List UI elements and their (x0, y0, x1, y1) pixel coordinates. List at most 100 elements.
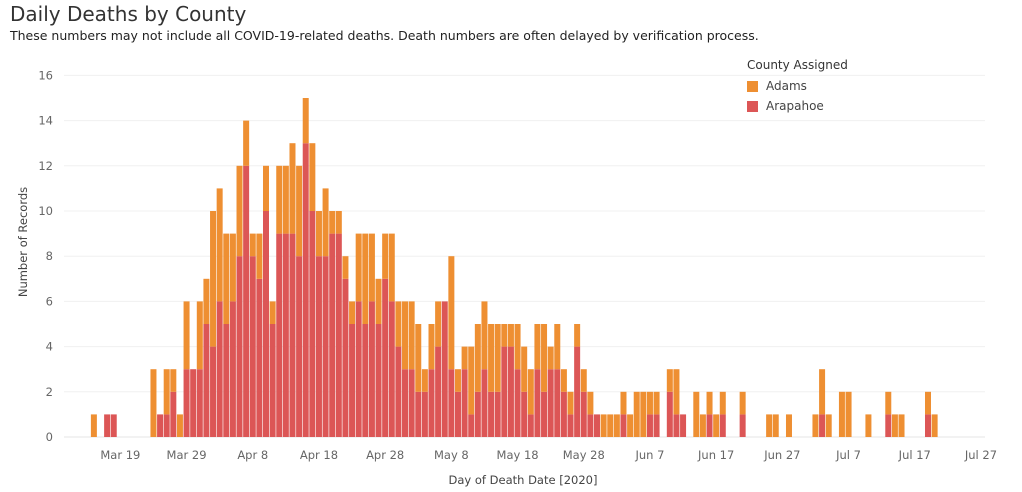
bar-arapahoe[interactable] (296, 256, 303, 437)
bar-adams[interactable] (713, 414, 720, 437)
bar-arapahoe[interactable] (501, 346, 508, 437)
bar-arapahoe[interactable] (680, 414, 687, 437)
bar-adams[interactable] (673, 369, 680, 415)
bar-adams[interactable] (898, 414, 905, 437)
bar-arapahoe[interactable] (104, 414, 111, 437)
bar-arapahoe[interactable] (170, 391, 177, 437)
bar-arapahoe[interactable] (494, 391, 501, 437)
bar-arapahoe[interactable] (375, 324, 382, 437)
bar-adams[interactable] (541, 324, 548, 392)
bar-arapahoe[interactable] (349, 324, 356, 437)
bar-adams[interactable] (229, 233, 236, 302)
bar-adams[interactable] (163, 369, 170, 415)
bar-adams[interactable] (739, 391, 746, 415)
bar-arapahoe[interactable] (885, 414, 892, 437)
bar-adams[interactable] (607, 414, 614, 437)
legend-item-adams[interactable]: Adams (747, 76, 848, 96)
bar-adams[interactable] (825, 414, 832, 437)
bar-arapahoe[interactable] (666, 391, 673, 437)
bar-adams[interactable] (488, 324, 495, 392)
bar-adams[interactable] (176, 414, 183, 437)
bar-adams[interactable] (395, 301, 402, 347)
bar-adams[interactable] (329, 211, 336, 234)
bar-adams[interactable] (335, 211, 342, 234)
bar-arapahoe[interactable] (395, 346, 402, 437)
bar-adams[interactable] (263, 165, 269, 211)
bar-adams[interactable] (554, 324, 561, 370)
bar-adams[interactable] (838, 391, 845, 437)
bar-arapahoe[interactable] (302, 143, 309, 437)
bar-arapahoe[interactable] (554, 369, 561, 437)
bar-arapahoe[interactable] (448, 369, 455, 437)
bar-arapahoe[interactable] (646, 414, 653, 437)
bar-adams[interactable] (196, 301, 203, 370)
bar-arapahoe[interactable] (223, 324, 230, 437)
bar-adams[interactable] (322, 188, 329, 257)
bar-adams[interactable] (223, 233, 230, 324)
bar-adams[interactable] (474, 324, 481, 392)
bar-arapahoe[interactable] (216, 301, 223, 437)
bar-adams[interactable] (719, 391, 726, 415)
bar-arapahoe[interactable] (415, 391, 422, 437)
bar-adams[interactable] (580, 369, 587, 392)
bar-arapahoe[interactable] (514, 369, 521, 437)
bar-adams[interactable] (885, 391, 892, 415)
bar-adams[interactable] (388, 233, 395, 302)
bar-adams[interactable] (574, 324, 581, 347)
bar-adams[interactable] (428, 324, 435, 370)
bar-adams[interactable] (925, 391, 931, 415)
bar-arapahoe[interactable] (157, 414, 164, 437)
bar-arapahoe[interactable] (249, 256, 256, 437)
bar-adams[interactable] (706, 391, 713, 415)
bar-adams[interactable] (627, 414, 634, 437)
bar-arapahoe[interactable] (521, 391, 528, 437)
bar-arapahoe[interactable] (474, 391, 481, 437)
bar-arapahoe[interactable] (620, 414, 627, 437)
bar-adams[interactable] (276, 165, 283, 234)
bar-adams[interactable] (315, 211, 322, 257)
bar-arapahoe[interactable] (527, 414, 534, 437)
bar-adams[interactable] (203, 278, 210, 324)
bar-arapahoe[interactable] (580, 391, 587, 437)
bar-adams[interactable] (256, 233, 263, 279)
bar-adams[interactable] (865, 414, 872, 437)
bar-arapahoe[interactable] (441, 301, 448, 437)
bar-arapahoe[interactable] (196, 369, 203, 437)
bar-adams[interactable] (845, 391, 852, 437)
bar-adams[interactable] (375, 278, 382, 324)
bar-arapahoe[interactable] (342, 278, 349, 437)
bar-adams[interactable] (302, 98, 309, 144)
bar-adams[interactable] (349, 301, 356, 324)
bar-arapahoe[interactable] (567, 414, 574, 437)
bar-arapahoe[interactable] (309, 211, 316, 437)
bar-arapahoe[interactable] (203, 324, 210, 437)
bar-arapahoe[interactable] (719, 414, 726, 437)
bar-adams[interactable] (819, 369, 826, 415)
bar-arapahoe[interactable] (256, 278, 263, 437)
bar-adams[interactable] (534, 324, 541, 370)
bar-adams[interactable] (633, 391, 640, 437)
bar-adams[interactable] (891, 414, 898, 437)
bar-arapahoe[interactable] (229, 301, 236, 437)
bar-adams[interactable] (501, 324, 508, 347)
bar-adams[interactable] (494, 324, 501, 392)
bar-adams[interactable] (170, 369, 177, 392)
bar-adams[interactable] (766, 414, 773, 437)
bar-arapahoe[interactable] (382, 278, 389, 437)
bar-arapahoe[interactable] (236, 256, 243, 437)
bar-adams[interactable] (216, 188, 223, 302)
bar-adams[interactable] (567, 391, 574, 415)
bar-arapahoe[interactable] (481, 369, 488, 437)
bar-arapahoe[interactable] (183, 369, 190, 437)
bar-arapahoe[interactable] (819, 414, 826, 437)
bar-adams[interactable] (507, 324, 514, 347)
bar-arapahoe[interactable] (706, 414, 713, 437)
bar-adams[interactable] (183, 301, 190, 370)
bar-arapahoe[interactable] (210, 346, 217, 437)
bar-adams[interactable] (362, 233, 369, 324)
bar-arapahoe[interactable] (269, 324, 276, 437)
bar-adams[interactable] (600, 414, 607, 437)
bar-adams[interactable] (243, 120, 250, 166)
bar-adams[interactable] (421, 369, 428, 392)
bar-arapahoe[interactable] (739, 414, 746, 437)
